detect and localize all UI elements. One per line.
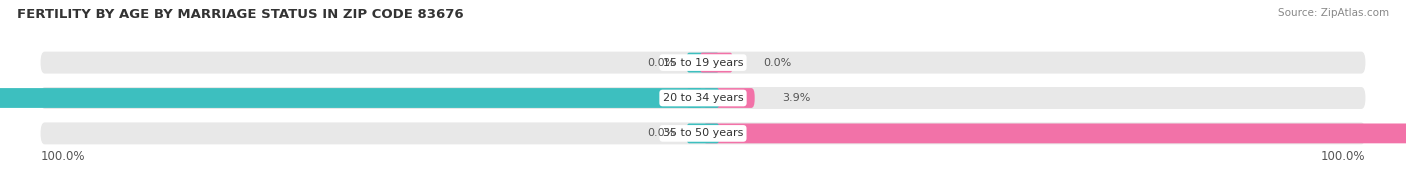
Text: 0.0%: 0.0% [648, 128, 676, 138]
FancyBboxPatch shape [686, 88, 720, 108]
FancyBboxPatch shape [700, 53, 733, 73]
FancyBboxPatch shape [0, 88, 703, 108]
Text: 0.0%: 0.0% [763, 58, 792, 68]
Text: 100.0%: 100.0% [1322, 150, 1365, 163]
FancyBboxPatch shape [41, 122, 1365, 144]
FancyBboxPatch shape [41, 52, 1365, 74]
FancyBboxPatch shape [703, 123, 1406, 143]
Text: Source: ZipAtlas.com: Source: ZipAtlas.com [1278, 8, 1389, 18]
Text: 3.9%: 3.9% [782, 93, 810, 103]
Text: 100.0%: 100.0% [41, 150, 84, 163]
Text: FERTILITY BY AGE BY MARRIAGE STATUS IN ZIP CODE 83676: FERTILITY BY AGE BY MARRIAGE STATUS IN Z… [17, 8, 464, 21]
FancyBboxPatch shape [41, 87, 1365, 109]
Text: 15 to 19 years: 15 to 19 years [662, 58, 744, 68]
Text: 0.0%: 0.0% [648, 58, 676, 68]
FancyBboxPatch shape [686, 53, 720, 73]
FancyBboxPatch shape [703, 88, 755, 108]
Text: 20 to 34 years: 20 to 34 years [662, 93, 744, 103]
FancyBboxPatch shape [686, 123, 720, 143]
Text: 35 to 50 years: 35 to 50 years [662, 128, 744, 138]
